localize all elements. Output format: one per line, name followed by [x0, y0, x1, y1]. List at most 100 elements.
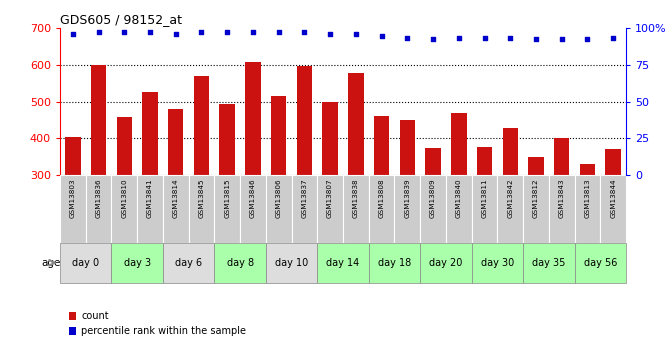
Text: GSM13811: GSM13811	[482, 179, 488, 218]
Bar	[579, 164, 595, 286]
Bar	[271, 96, 286, 286]
Point	[582, 37, 593, 42]
FancyBboxPatch shape	[214, 243, 266, 283]
FancyBboxPatch shape	[266, 243, 317, 283]
FancyBboxPatch shape	[446, 175, 472, 243]
Text: day 20: day 20	[429, 258, 463, 268]
FancyBboxPatch shape	[549, 175, 575, 243]
Point	[608, 35, 619, 41]
Text: GDS605 / 98152_at: GDS605 / 98152_at	[60, 13, 182, 27]
Bar	[605, 149, 621, 286]
Text: GSM13841: GSM13841	[147, 179, 153, 218]
FancyBboxPatch shape	[369, 175, 394, 243]
FancyBboxPatch shape	[240, 175, 266, 243]
FancyBboxPatch shape	[369, 243, 420, 283]
Legend: count, percentile rank within the sample: count, percentile rank within the sample	[65, 307, 250, 340]
Bar	[65, 137, 81, 286]
Text: day 30: day 30	[481, 258, 514, 268]
Bar	[503, 128, 518, 286]
FancyBboxPatch shape	[111, 175, 137, 243]
FancyBboxPatch shape	[317, 175, 343, 243]
FancyBboxPatch shape	[317, 243, 369, 283]
FancyBboxPatch shape	[163, 175, 188, 243]
Text: GSM13844: GSM13844	[610, 179, 616, 218]
Text: GSM13815: GSM13815	[224, 179, 230, 218]
Point	[325, 31, 336, 36]
FancyBboxPatch shape	[575, 175, 600, 243]
Bar	[426, 148, 441, 286]
Point	[531, 37, 541, 42]
FancyBboxPatch shape	[472, 243, 523, 283]
FancyBboxPatch shape	[214, 175, 240, 243]
Point	[556, 37, 567, 42]
Text: GSM13840: GSM13840	[456, 179, 462, 218]
Text: GSM13809: GSM13809	[430, 179, 436, 218]
Text: day 10: day 10	[275, 258, 308, 268]
Text: age: age	[41, 258, 61, 268]
Point	[454, 35, 464, 41]
Bar	[348, 73, 364, 286]
FancyBboxPatch shape	[600, 175, 626, 243]
Text: GSM13810: GSM13810	[121, 179, 127, 218]
Point	[402, 35, 413, 41]
Text: GSM13812: GSM13812	[533, 179, 539, 218]
Bar	[322, 101, 338, 286]
Text: day 35: day 35	[532, 258, 565, 268]
Point	[145, 29, 155, 35]
FancyBboxPatch shape	[575, 243, 626, 283]
FancyBboxPatch shape	[523, 243, 575, 283]
FancyBboxPatch shape	[60, 175, 86, 243]
Text: GSM13842: GSM13842	[507, 179, 513, 218]
Text: GSM13813: GSM13813	[585, 179, 591, 218]
FancyBboxPatch shape	[188, 175, 214, 243]
Bar	[168, 109, 183, 286]
Bar	[451, 112, 466, 286]
FancyBboxPatch shape	[111, 243, 163, 283]
Bar	[477, 147, 492, 286]
FancyBboxPatch shape	[343, 175, 369, 243]
Point	[376, 34, 387, 39]
Text: GSM13846: GSM13846	[250, 179, 256, 218]
Bar	[528, 157, 543, 286]
FancyBboxPatch shape	[523, 175, 549, 243]
FancyBboxPatch shape	[498, 175, 523, 243]
Bar	[143, 91, 158, 286]
Point	[273, 29, 284, 35]
Point	[479, 35, 490, 41]
Text: GSM13845: GSM13845	[198, 179, 204, 218]
FancyBboxPatch shape	[86, 175, 111, 243]
Text: GSM13839: GSM13839	[404, 179, 410, 218]
Text: GSM13836: GSM13836	[95, 179, 101, 218]
Point	[299, 29, 310, 35]
Point	[248, 29, 258, 35]
Bar	[194, 76, 209, 286]
Point	[350, 31, 361, 36]
Text: GSM13838: GSM13838	[353, 179, 359, 218]
Text: GSM13837: GSM13837	[302, 179, 308, 218]
Text: day 56: day 56	[583, 258, 617, 268]
Text: GSM13808: GSM13808	[378, 179, 384, 218]
Text: GSM13807: GSM13807	[327, 179, 333, 218]
FancyBboxPatch shape	[163, 243, 214, 283]
FancyBboxPatch shape	[60, 243, 111, 283]
Bar	[117, 117, 132, 286]
Text: day 0: day 0	[72, 258, 99, 268]
FancyBboxPatch shape	[292, 175, 317, 243]
Point	[196, 29, 206, 35]
Text: day 18: day 18	[378, 258, 411, 268]
Text: day 8: day 8	[226, 258, 254, 268]
Text: GSM13806: GSM13806	[276, 179, 282, 218]
Bar	[91, 65, 107, 286]
Bar	[400, 120, 415, 286]
FancyBboxPatch shape	[394, 175, 420, 243]
FancyBboxPatch shape	[137, 175, 163, 243]
Point	[119, 29, 130, 35]
Point	[93, 29, 104, 35]
FancyBboxPatch shape	[472, 175, 498, 243]
Text: day 3: day 3	[124, 258, 151, 268]
Bar	[554, 138, 569, 286]
Point	[428, 37, 438, 42]
Text: GSM13843: GSM13843	[559, 179, 565, 218]
Point	[67, 31, 78, 36]
Bar	[296, 66, 312, 286]
